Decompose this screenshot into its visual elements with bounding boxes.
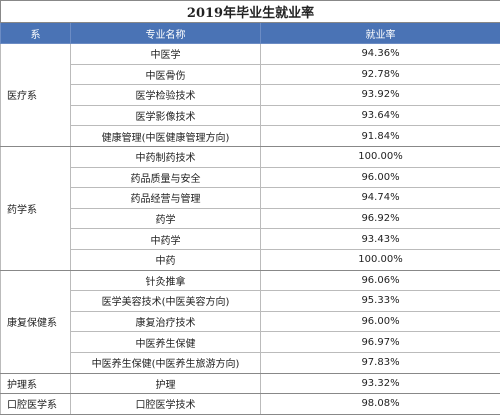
major: 药品质量与安全 [70, 166, 261, 189]
table-row: 康复治疗技术 96.00% [1, 310, 500, 333]
table-row: 康复保健系 针灸推拿 96.06% [0, 269, 500, 374]
table-row: 药学 96.92% [1, 207, 500, 230]
employment-rate: 96.00% [259, 310, 500, 333]
employment-rate: 92.78% [259, 63, 500, 86]
employment-rate: 97.83% [259, 351, 500, 374]
table-row: 中医养生保健(中医养生旅游方向) 97.83% [1, 351, 500, 374]
major: 中医养生保健 [70, 331, 261, 353]
header-cell: 就业率 [259, 22, 500, 44]
major: 护理 [70, 372, 261, 395]
table-row: 中药学 93.43% [1, 228, 500, 250]
employment-rate: 93.43% [259, 228, 500, 250]
major: 医学影像技术 [70, 104, 261, 127]
major: 中医养生保健(中医养生旅游方向) [70, 351, 261, 374]
table-row: 药品经营与管理 94.74% [1, 187, 500, 209]
department: 护理系 [0, 372, 71, 395]
department: 药学系 [0, 145, 71, 271]
major: 医学美容技术(中医美容方向) [70, 290, 261, 312]
employment-rate: 94.74% [259, 187, 500, 209]
major: 药学 [70, 207, 261, 230]
table-row: 医疗系 中医学 94.36% [0, 43, 500, 147]
department: 口腔医学系 [0, 393, 71, 415]
table-row: 医学检验技术 93.92% [1, 84, 500, 106]
major: 医学检验技术 [70, 84, 261, 106]
major: 中药学 [70, 228, 261, 250]
major: 健康管理(中医健康管理方向) [70, 125, 261, 147]
table-row: 中医养生保健 96.97% [1, 331, 500, 353]
department: 医疗系 [0, 43, 71, 147]
major: 中药 [70, 248, 261, 271]
table-row: 中医骨伤 92.78% [1, 63, 500, 86]
major: 口腔医学技术 [70, 393, 261, 415]
table-row: 健康管理(中医健康管理方向) 91.84% [1, 125, 500, 147]
employment-rate: 96.00% [259, 166, 500, 189]
table-row: 中药 100.00% [1, 248, 500, 271]
major: 针灸推拿 [70, 269, 261, 292]
employment-rate: 100.00% [259, 145, 500, 168]
department: 康复保健系 [0, 269, 71, 374]
major: 药品经营与管理 [70, 187, 261, 209]
employment-rate: 94.36% [259, 43, 500, 65]
major: 中医学 [70, 43, 261, 65]
table-row: 药品质量与安全 96.00% [1, 166, 500, 189]
employment-rate: 98.08% [259, 393, 500, 415]
major: 中药制药技术 [70, 145, 261, 168]
table-row: 医学美容技术(中医美容方向) 95.33% [1, 290, 500, 312]
employment-rate: 93.32% [259, 372, 500, 395]
employment-rate: 93.92% [259, 84, 500, 106]
employment-rate: 91.84% [259, 125, 500, 147]
employment-rate: 95.33% [259, 290, 500, 312]
table-title: 2019年毕业生就业率 [0, 0, 500, 23]
employment-rate: 96.06% [259, 269, 500, 292]
employment-rate: 93.64% [259, 104, 500, 127]
header-cell: 系 [0, 22, 71, 44]
employment-rate: 96.97% [259, 331, 500, 353]
header-cell: 专业名称 [70, 22, 261, 44]
major: 康复治疗技术 [70, 310, 261, 333]
major: 中医骨伤 [70, 63, 261, 86]
table-row: 药学系 中药制药技术 100.00% [0, 145, 500, 271]
employment-rate: 96.92% [259, 207, 500, 230]
table-row: 护理系 护理 93.32% [0, 372, 500, 395]
table-row: 口腔医学系 口腔医学技术 98.08% [0, 393, 500, 415]
table-row: 医学影像技术 93.64% [1, 104, 500, 127]
employment-rate: 100.00% [259, 248, 500, 271]
